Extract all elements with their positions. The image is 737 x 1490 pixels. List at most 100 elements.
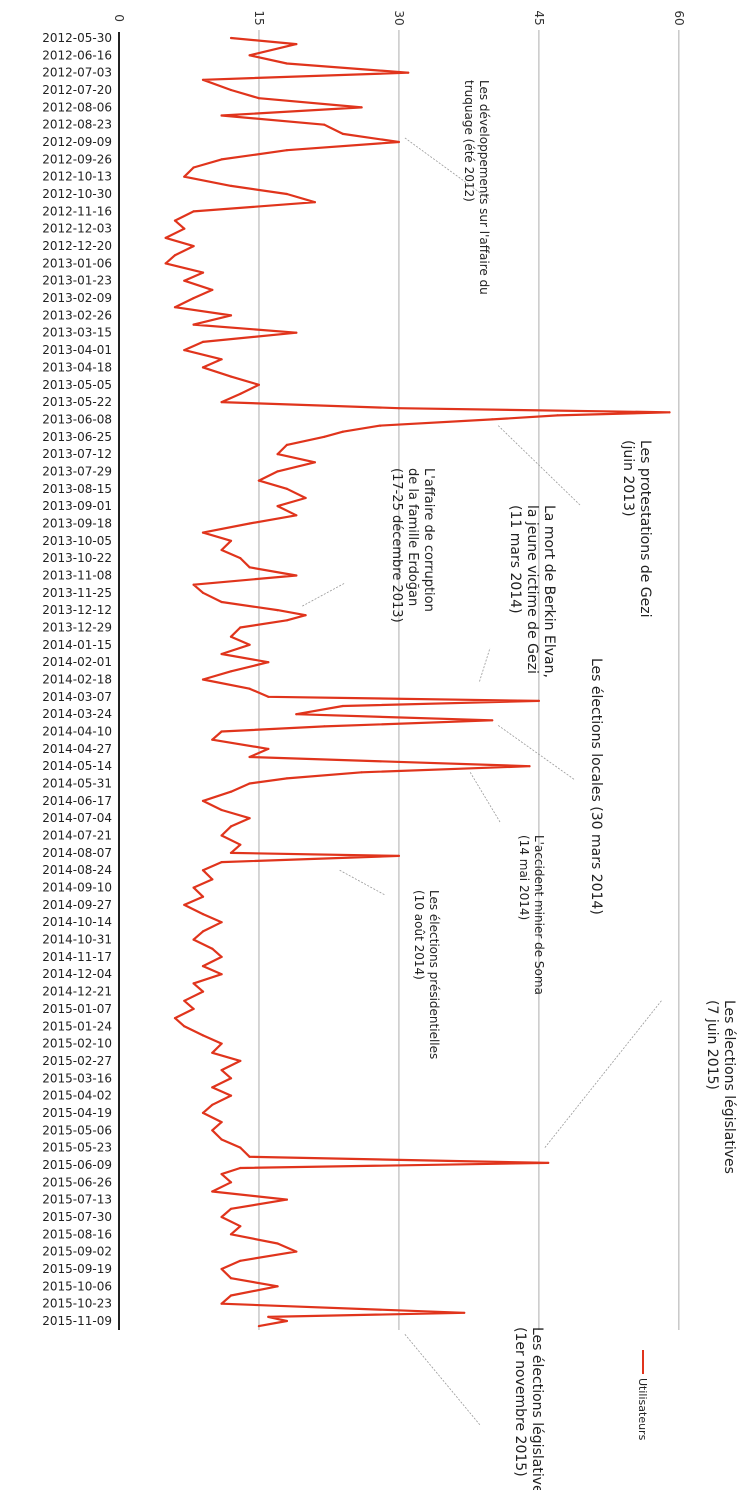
data-point [304,614,307,617]
data-point [220,1042,223,1045]
data-point [164,236,167,239]
date-tick-label: 2013-09-01 [42,499,112,513]
date-tick-label: 2015-09-19 [42,1262,112,1276]
data-point [276,609,279,612]
data-point [248,687,251,690]
date-tick-label: 2015-07-30 [42,1210,112,1224]
annotation-leader [339,869,386,896]
date-tick-label: 2014-06-17 [42,794,112,808]
date-tick-label: 2014-01-15 [42,638,112,652]
date-tick-label: 2014-10-31 [42,933,112,947]
annotation-label: La mort de Berkin Elvan,la jeune victime… [507,505,557,678]
annotation-line: Les élections locales (30 mars 2014) [588,658,604,915]
data-point [220,834,223,837]
data-point [285,487,288,490]
data-point [295,514,298,517]
data-point [239,626,242,629]
data-point [192,210,195,213]
data-point [211,878,214,881]
data-point [220,1121,223,1124]
annotation-leader [544,999,663,1148]
data-point [295,1250,298,1253]
annotation-leader [404,137,491,201]
data-point [257,97,260,100]
data-point [211,1086,214,1089]
data-point [183,175,186,178]
data-point [491,719,494,722]
data-point [276,470,279,473]
data-point [192,886,195,889]
data-point [211,1103,214,1106]
annotation-label: L'accident minier de Soma(14 mai 2014) [517,835,546,995]
date-tick-label: 2013-07-12 [42,447,112,461]
date-tick-label: 2014-09-27 [42,898,112,912]
data-point [528,765,531,768]
data-point [220,1267,223,1271]
annotation-line: la jeune victime de Gezi [524,505,540,674]
date-tick-label: 2012-05-30 [42,31,112,45]
data-point [313,461,316,464]
date-tick-label: 2015-06-26 [42,1175,112,1189]
data-point [360,771,363,774]
data-point [220,1138,223,1141]
data-point [220,600,223,604]
data-point [211,1051,214,1054]
data-point [220,808,223,812]
date-tick-label: 2014-09-10 [42,881,112,895]
data-point [201,799,205,803]
annotation-line: La mort de Berkin Elvan, [541,505,557,678]
data-point [360,106,363,109]
date-tick-label: 2015-07-13 [42,1193,112,1207]
series-0 [164,36,671,1328]
data-point [192,1007,195,1011]
data-point [229,375,233,378]
annotation-leader [479,647,491,682]
data-point [211,1129,214,1132]
data-point [220,1173,223,1176]
date-tick-label: 2015-02-27 [42,1054,112,1068]
data-point [285,62,288,65]
data-point [183,349,186,352]
date-tick-label: 2014-04-10 [42,725,112,739]
date-tick-label: 2013-04-18 [42,360,112,374]
annotation-label: Les protestations de Gezi(juin 2013) [620,440,653,618]
date-axis-labels: 2012-05-30 2012-06-16 2012-07-03 2012-07-20… [42,31,112,1328]
date-tick-label: 2013-10-05 [42,534,112,548]
annotation-label: Les élections législatives(1er novembre … [512,1327,545,1490]
annotation-line: (juin 2013) [620,440,636,517]
data-point [201,78,205,81]
value-gridlines [258,30,680,1330]
date-tick-label: 2015-01-07 [42,1002,112,1016]
data-point [192,938,195,941]
date-tick-label: 2015-04-19 [42,1106,112,1120]
date-tick-label: 2014-12-21 [42,985,112,999]
data-point [173,219,177,222]
data-point [248,817,251,820]
data-point [239,557,242,560]
date-tick-label: 2012-09-09 [42,135,112,149]
data-point [201,678,205,681]
data-point [229,1294,233,1297]
data-point [323,435,326,438]
annotation-leader [497,425,581,506]
date-tick-label: 2012-07-20 [42,83,112,97]
data-point [341,704,344,708]
date-tick-label: 2013-04-01 [42,343,112,357]
data-point [220,1215,223,1219]
date-tick-label: 2012-06-16 [42,48,112,62]
data-point [239,1146,242,1149]
data-point [276,1242,279,1245]
data-point [201,990,205,993]
data-point [229,184,233,187]
data-point [220,861,223,864]
data-point [397,407,400,410]
annotation-line: (1er novembre 2015) [512,1327,528,1477]
data-point [257,479,260,482]
data-point [537,699,541,703]
data-point [229,851,233,855]
date-tick-label: 2013-05-22 [42,395,112,409]
date-tick-label: 2013-12-12 [42,603,112,617]
date-tick-label: 2013-06-08 [42,412,112,426]
data-point [183,1025,186,1028]
date-tick-label: 2013-10-22 [42,551,112,565]
